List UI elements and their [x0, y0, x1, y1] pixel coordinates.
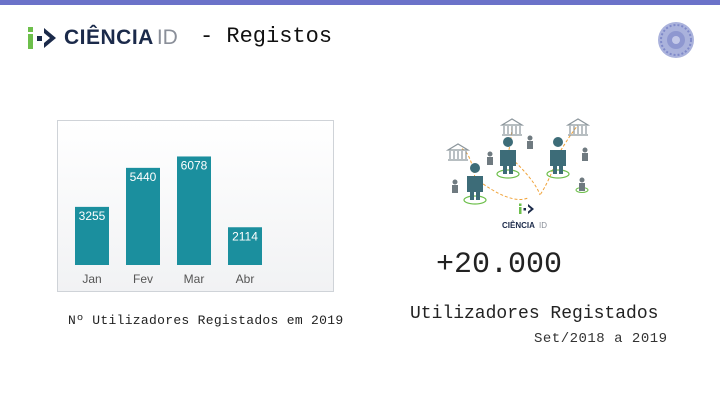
network-logo-word: CIÊNCIA: [502, 221, 535, 230]
ciencia-id-logo: CIÊNCIA ID: [26, 24, 178, 52]
top-accent-bar: [0, 0, 720, 5]
network-logo-id: ID: [539, 221, 547, 230]
chart-caption: Nº Utilizadores Registados em 2019: [68, 313, 344, 328]
data-label-fev: 5440: [130, 170, 157, 184]
data-label-mar: 6078: [181, 158, 208, 172]
logo-word: CIÊNCIA: [64, 26, 154, 49]
bar-chart: 3255 Jan 5440 Fev 6078 Mar 2114 Abr: [75, 156, 262, 286]
bar-mar: [177, 156, 211, 265]
x-tick-label-abr: Abr: [236, 272, 255, 286]
person-icon: [467, 137, 566, 200]
bar-abr: [228, 227, 262, 265]
total-users-value: +20.000: [436, 248, 563, 282]
network-logo-mark: [519, 203, 534, 214]
x-tick-label-jan: Jan: [82, 272, 101, 286]
x-tick-label-fev: Fev: [133, 272, 153, 286]
period-label: Set/2018 a 2019: [534, 331, 668, 347]
data-label-jan: 3255: [79, 209, 106, 223]
x-tick-label-mar: Mar: [184, 272, 205, 286]
page-title: - Registos: [200, 24, 333, 49]
bar-jan: [75, 206, 109, 265]
institution-icon: [445, 118, 591, 161]
bar-fev: [126, 167, 160, 265]
logo-id: ID: [156, 26, 178, 49]
user-network-illustration: CIÊNCIA ID: [445, 118, 591, 230]
data-label-abr: 2114: [232, 229, 258, 243]
ciencia-id-logo-icon: [28, 27, 56, 49]
total-users-label: Utilizadores Registados: [410, 304, 659, 324]
emblem-icon: [658, 22, 694, 58]
